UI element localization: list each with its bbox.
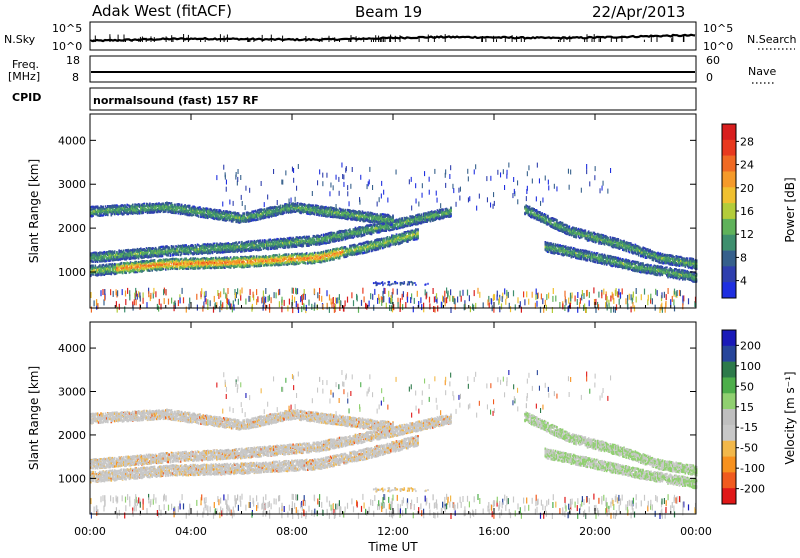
date-label: 22/Apr/2013	[592, 3, 685, 21]
nsky-tick-bottom: 10^0	[52, 40, 82, 53]
power-cell	[210, 264, 212, 266]
power-cell	[190, 250, 192, 252]
power-cell	[181, 253, 183, 255]
power-cell	[168, 263, 170, 265]
nsearch-tick-bottom: 10^0	[703, 40, 733, 53]
power-cell	[95, 265, 97, 267]
power-cell	[178, 254, 180, 256]
power-cell	[260, 265, 262, 267]
plot-title: Adak West (fitACF)	[92, 2, 232, 20]
nave-tick-bottom: 0	[706, 71, 713, 84]
power-cell	[111, 273, 113, 275]
power-cell	[305, 262, 307, 264]
power-cell	[154, 260, 156, 262]
power-cell	[417, 232, 419, 234]
power-cell	[239, 242, 241, 244]
power-cell	[347, 255, 349, 257]
power-cell	[259, 239, 261, 241]
power-cell	[417, 228, 419, 230]
power-cell	[299, 262, 301, 264]
freq-strip: Freq. [MHz] 18 8 60 0 Nave	[8, 54, 776, 84]
nsky-label: N.Sky	[4, 33, 36, 46]
power-cell	[114, 251, 116, 253]
power-cell	[162, 255, 164, 257]
freq-tick-bottom: 8	[72, 71, 79, 84]
nsky-line	[91, 35, 695, 41]
power-cell	[248, 240, 250, 242]
power-data	[90, 163, 698, 314]
power-cell	[256, 255, 258, 257]
power-cell	[97, 261, 99, 263]
power-cell	[125, 272, 127, 274]
freq-tick-top: 18	[66, 54, 80, 67]
cpid-text: normalsound (fast) 157 RF	[93, 94, 259, 107]
power-cell	[260, 249, 262, 251]
nsky-trace	[91, 34, 695, 42]
power-cell	[262, 239, 264, 241]
power-cell	[185, 244, 187, 246]
beam-label: Beam 19	[355, 3, 422, 21]
power-cell	[230, 256, 232, 258]
power-cell	[92, 274, 94, 276]
power-cell	[267, 248, 269, 250]
power-cell	[167, 254, 169, 256]
power-cell	[371, 240, 373, 242]
power-cell	[195, 268, 197, 270]
power-cell	[121, 262, 123, 264]
power-cell	[417, 236, 419, 238]
cpid-strip: CPID normalsound (fast) 157 RF	[12, 88, 696, 110]
power-cell	[99, 264, 101, 266]
power-cell	[92, 265, 94, 267]
power-cell	[181, 258, 183, 260]
nsky-tick-top: 10^5	[52, 22, 82, 35]
power-cell	[170, 254, 172, 256]
nave-tick-top: 60	[706, 54, 720, 67]
nsky-strip: N.Sky 10^5 10^0 10^5 10^0 N.Search	[4, 22, 797, 53]
power-cell	[390, 244, 392, 246]
power-cell	[109, 269, 111, 271]
cpid-label: CPID	[12, 91, 41, 104]
power-cell	[224, 267, 226, 269]
power-cell	[368, 250, 370, 252]
power-cell	[98, 274, 100, 276]
nave-label: Nave	[748, 65, 776, 78]
power-cell	[306, 252, 308, 254]
power-cell	[176, 268, 178, 270]
power-cell	[285, 253, 287, 255]
power-cell	[380, 247, 382, 249]
freq-unit: [MHz]	[8, 70, 40, 83]
power-cell	[167, 268, 169, 270]
power-cell	[235, 241, 237, 243]
power-cell	[337, 252, 339, 254]
power-cell	[163, 268, 165, 270]
nsearch-label: N.Search	[747, 33, 797, 46]
nsearch-tick-top: 10^5	[703, 22, 733, 35]
power-cell	[147, 253, 149, 255]
power-cell	[339, 257, 341, 259]
